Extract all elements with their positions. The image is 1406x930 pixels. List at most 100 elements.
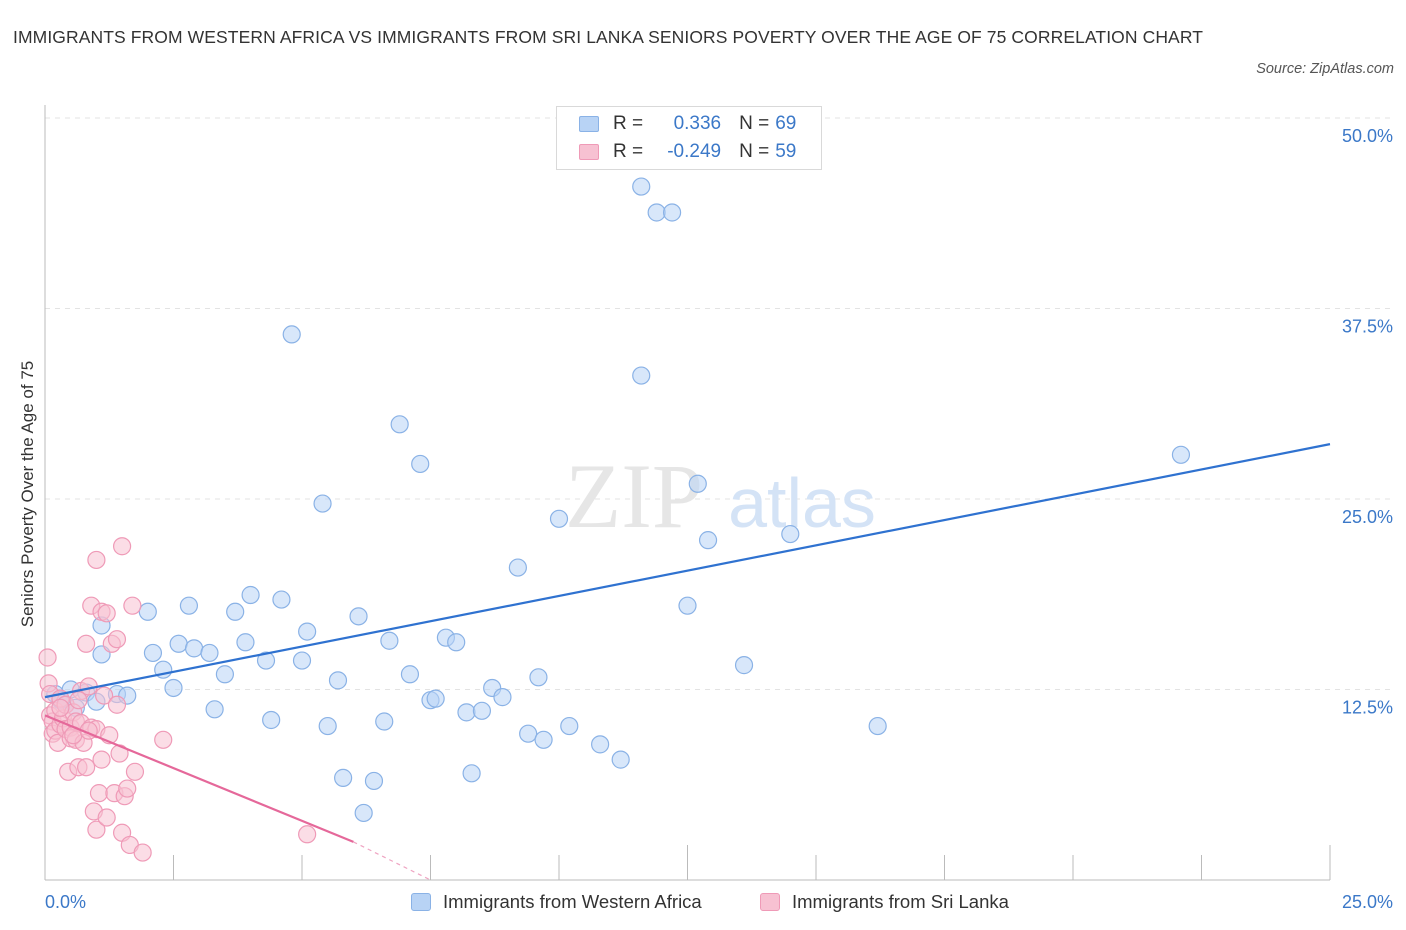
data-point-western-africa [462, 764, 481, 783]
x-tick-label: 25.0% [1342, 892, 1393, 912]
data-point-western-africa [426, 689, 445, 708]
data-point-western-africa [318, 716, 337, 736]
data-point-western-africa [328, 671, 348, 690]
data-point-western-africa [868, 716, 887, 736]
data-point-sri-lanka [87, 820, 106, 839]
data-point-sri-lanka [69, 691, 88, 710]
data-point-sri-lanka [118, 779, 137, 798]
data-point-western-africa [647, 203, 666, 222]
data-point-western-africa [380, 631, 399, 650]
data-point-western-africa [256, 651, 276, 670]
series-name: Immigrants from Western Africa [443, 891, 702, 912]
data-point-western-africa [591, 735, 610, 754]
data-point-sri-lanka [95, 686, 114, 705]
data-point-western-africa [534, 730, 553, 749]
data-point-western-africa [549, 509, 569, 528]
source-label: Source: ZipAtlas.com [1256, 61, 1394, 77]
data-point-western-africa [1171, 445, 1191, 464]
legend-row-sri-lanka: R = -0.249 N = 59 [579, 140, 796, 164]
data-point-western-africa [411, 454, 430, 474]
data-point-western-africa [200, 643, 219, 663]
data-point-sri-lanka [298, 825, 317, 844]
trend-line-sri-lanka-extension [353, 841, 431, 881]
data-point-western-africa [390, 415, 409, 434]
data-point-western-africa [632, 177, 651, 196]
data-point-western-africa [354, 803, 373, 823]
data-point-western-africa [298, 622, 317, 641]
legend-r-label: R = [613, 141, 644, 162]
data-point-sri-lanka [123, 596, 142, 615]
data-point-western-africa [400, 665, 420, 684]
data-point-western-africa [241, 585, 260, 605]
data-point-western-africa [472, 701, 491, 720]
data-point-western-africa [375, 712, 394, 731]
data-point-western-africa [508, 558, 527, 577]
data-point-western-africa [662, 203, 682, 222]
data-point-western-africa [678, 596, 697, 615]
data-point-sri-lanka [77, 758, 96, 777]
data-point-western-africa [205, 700, 224, 719]
data-point-western-africa [236, 633, 255, 652]
data-point-western-africa [184, 639, 204, 658]
watermark: ZIP atlas [565, 445, 876, 547]
data-point-western-africa [734, 656, 754, 675]
legend-n-label: N = [739, 141, 770, 162]
y-tick-label: 25.0% [1342, 507, 1393, 527]
data-point-western-africa [519, 724, 538, 743]
trend-lines [44, 443, 1331, 881]
data-point-western-africa [529, 668, 548, 687]
data-point-sri-lanka [97, 604, 116, 623]
data-point-western-africa [138, 602, 157, 621]
data-point-western-africa [560, 716, 579, 736]
legend-r-value: 0.336 [673, 113, 722, 134]
data-point-sri-lanka [107, 630, 127, 649]
data-point-sri-lanka [89, 784, 109, 803]
legend-swatch-pink [579, 144, 599, 160]
data-point-sri-lanka [77, 634, 96, 653]
series-sri-lanka-points [38, 537, 317, 862]
data-point-western-africa [164, 678, 183, 698]
series-swatch-pink [760, 893, 780, 911]
data-point-western-africa [447, 633, 466, 652]
data-point-western-africa [632, 366, 651, 385]
data-point-western-africa [493, 688, 512, 707]
data-point-western-africa [698, 531, 718, 550]
data-point-western-africa [215, 665, 234, 684]
data-point-sri-lanka [112, 537, 132, 556]
y-tick-label: 12.5% [1342, 698, 1393, 718]
axes [44, 105, 1331, 881]
data-point-western-africa [292, 651, 312, 670]
data-point-sri-lanka [133, 843, 152, 862]
data-point-western-africa [688, 474, 707, 493]
legend-r-label: R = [613, 113, 644, 134]
x-tick-label: 0.0% [45, 892, 86, 912]
data-point-sri-lanka [92, 750, 111, 769]
data-point-western-africa [262, 710, 281, 730]
grid-lines [45, 117, 1390, 690]
data-point-western-africa [781, 524, 800, 544]
series-legend-sri-lanka[interactable]: Immigrants from Sri Lanka [760, 889, 1009, 915]
data-point-western-africa [364, 771, 384, 791]
legend-n-value: 59 [775, 141, 797, 162]
chart-title: IMMIGRANTS FROM WESTERN AFRICA VS IMMIGR… [13, 27, 1204, 47]
tick-labels: 12.5% 25.0% 37.5% 50.0% 0.0% 25.0% [45, 126, 1393, 912]
legend-row-western-africa: R = 0.336 N = 69 [579, 112, 796, 136]
data-point-sri-lanka [87, 550, 106, 570]
correlation-legend: R = 0.336 N = 69 R = -0.249 N = 59 [556, 106, 822, 170]
data-point-western-africa [611, 750, 630, 769]
data-point-western-africa [282, 325, 301, 344]
data-point-western-africa [457, 703, 476, 722]
series-name: Immigrants from Sri Lanka [792, 891, 1009, 912]
data-point-western-africa [143, 643, 163, 663]
trend-line-western-africa [44, 443, 1331, 699]
legend-swatch-blue [579, 116, 599, 132]
legend-r-value: -0.249 [667, 141, 722, 162]
watermark-atlas: atlas [728, 464, 876, 542]
series-legend-western-africa[interactable]: Immigrants from Western Africa [411, 889, 702, 915]
data-point-western-africa [334, 768, 353, 787]
y-tick-label: 50.0% [1342, 126, 1393, 146]
data-point-western-africa [313, 494, 332, 513]
data-point-sri-lanka [154, 730, 173, 749]
legend-n-label: N = [739, 113, 770, 134]
legend-n-value: 69 [775, 113, 797, 134]
